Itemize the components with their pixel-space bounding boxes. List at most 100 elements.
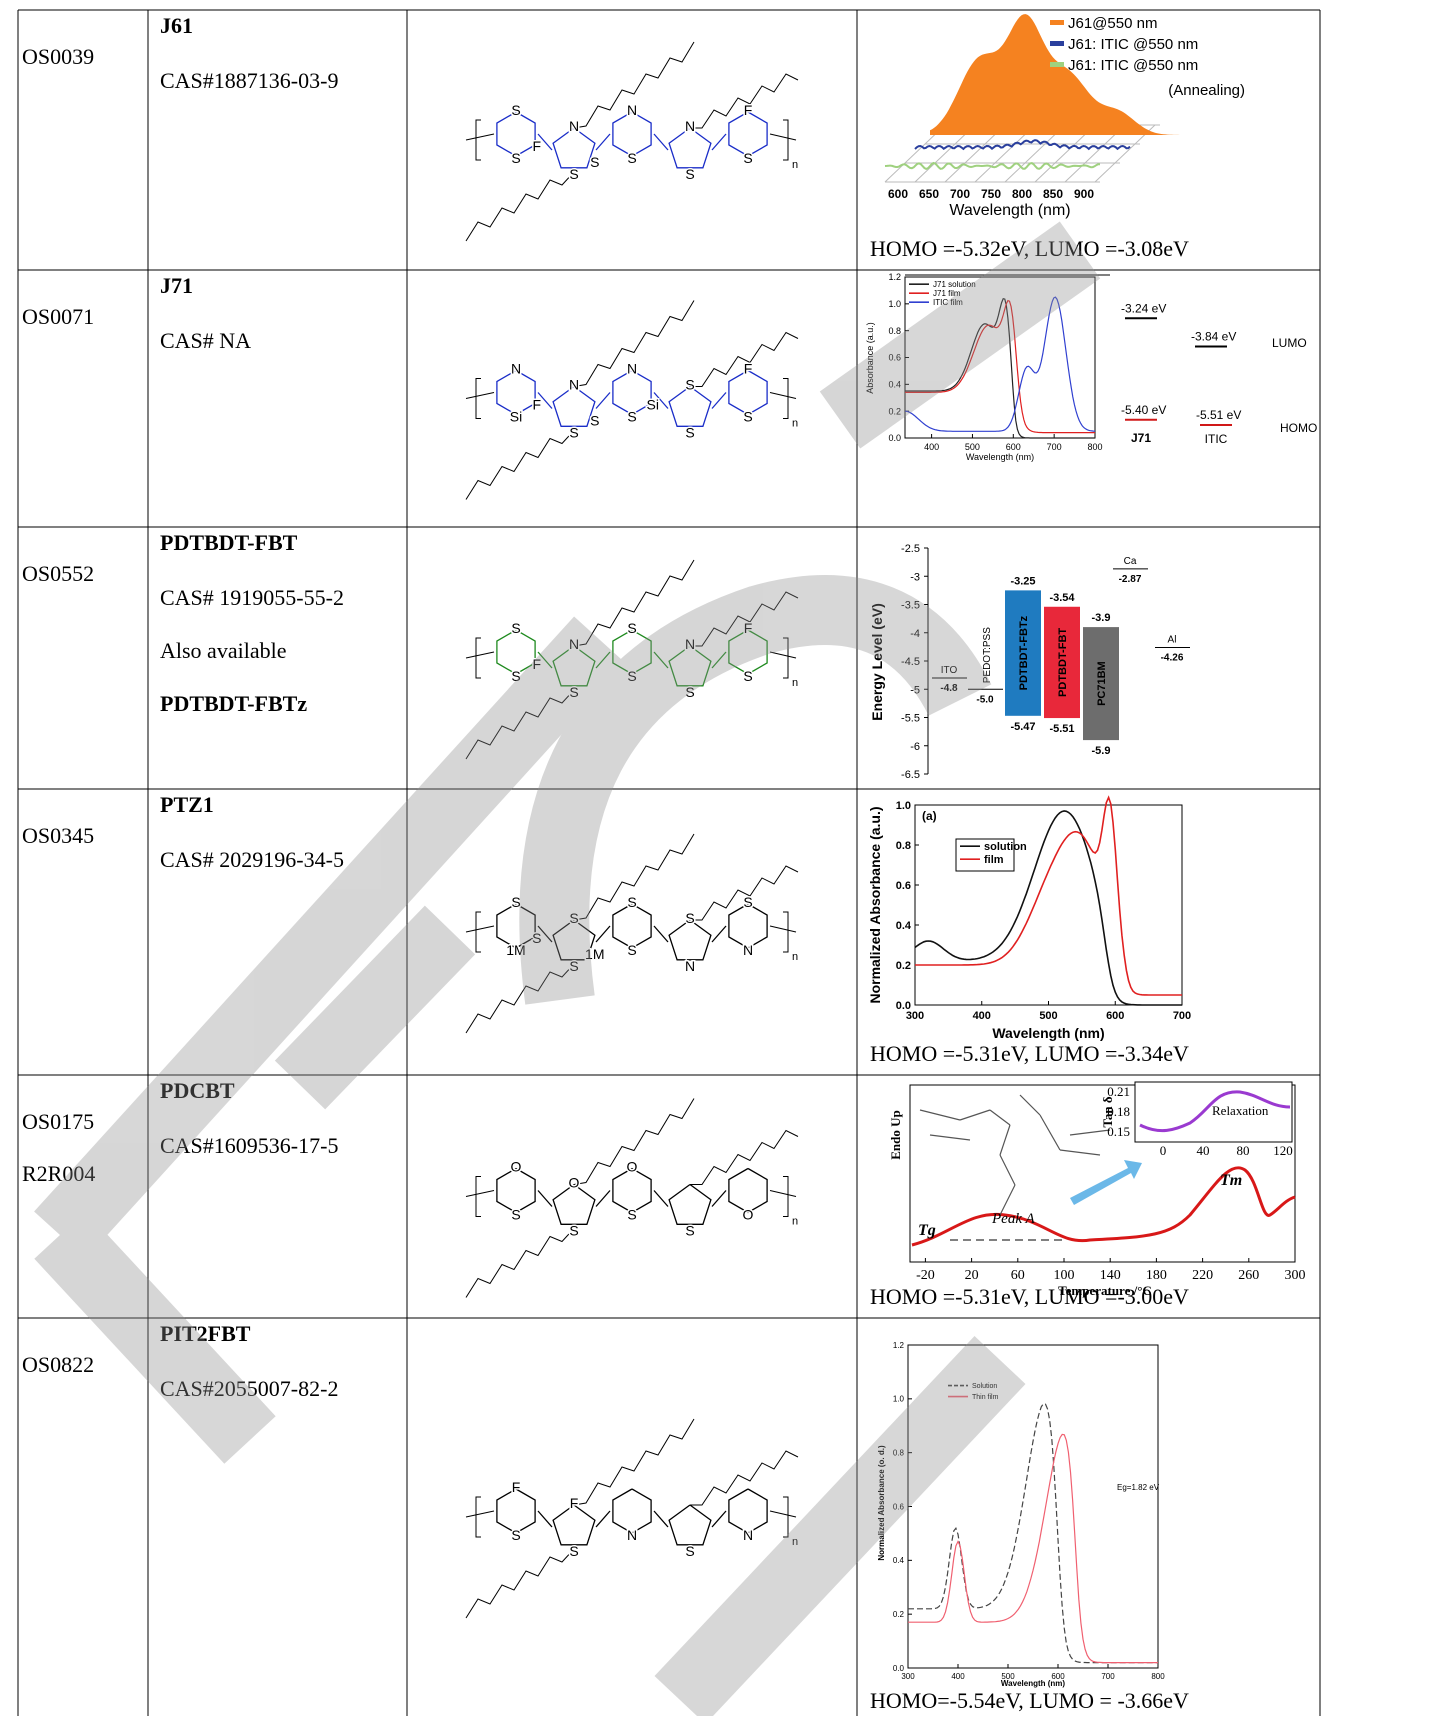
atom-label: N (685, 958, 695, 974)
product-detail: Also available (160, 638, 286, 663)
y-tick-label: -6 (910, 741, 920, 753)
atom-label: S (569, 1543, 578, 1559)
atom-label: O (627, 1159, 638, 1175)
x-tick-label: 900 (1074, 187, 1094, 201)
y-tick-label: 0.2 (896, 960, 911, 972)
x-tick-label: 100 (1054, 1268, 1075, 1283)
y-tick-label: -5.5 (901, 713, 920, 725)
atom-label: F (533, 138, 542, 154)
product-id: OS0552 (22, 561, 94, 586)
energy-label: -5.47 (1010, 721, 1035, 733)
atom-label: S (569, 166, 578, 182)
atom-label: N (569, 377, 579, 393)
atom-label: N (743, 1527, 753, 1543)
atom-label: S (685, 1223, 694, 1239)
atom-label: S (627, 620, 636, 636)
x-tick-label: 400 (924, 442, 939, 452)
x-axis-title: Wavelength (nm) (992, 1025, 1104, 1041)
document: OS0039J61CAS#1887136-03-9SSSSSSNNNFFSnJ6… (0, 0, 1442, 1716)
x-tick-label: 20 (965, 1268, 979, 1283)
level-name: Ca (1124, 556, 1137, 567)
atom-label: O (569, 1175, 580, 1191)
atom-label: S (627, 894, 636, 910)
y-tick-label: 0.4 (893, 1556, 905, 1565)
y-axis-title: Tan δ (1100, 1096, 1115, 1127)
x-tick-label: 500 (965, 442, 980, 452)
product-id: OS0039 (22, 44, 94, 69)
x-tick-label: 140 (1100, 1268, 1121, 1283)
atom-label: Si (647, 397, 659, 413)
atom-label: S (685, 425, 694, 441)
x-tick-label: 700 (1047, 442, 1062, 452)
x-axis-title: Wavelength (nm) (1001, 1679, 1065, 1688)
energy-label: -3.84 eV (1191, 329, 1236, 343)
atom-label: S (685, 166, 694, 182)
atom-label: S (511, 1207, 520, 1223)
y-tick-label: 1.2 (893, 1341, 905, 1350)
product-id: OS0822 (22, 1352, 94, 1377)
atom-label: n (792, 418, 798, 430)
atom-label: S (569, 1223, 578, 1239)
legend-label: J61: ITIC @550 nm (1068, 36, 1198, 53)
energy-label: -5.0 (976, 694, 994, 705)
product-name: J71 (160, 273, 193, 298)
x-tick-label: 300 (901, 1672, 915, 1681)
x-tick-label: 500 (1039, 1010, 1057, 1022)
material-label: J71 (1131, 431, 1151, 445)
atom-label: S (590, 154, 599, 170)
legend-swatch (1050, 20, 1064, 25)
legend-swatch (1050, 41, 1064, 46)
product-detail: CAS# 2029196-34-5 (160, 847, 344, 872)
atom-label: S (685, 910, 694, 926)
atom-label: Si (510, 409, 522, 425)
bar-label: PC71BM (1096, 661, 1108, 706)
atom-label: S (569, 425, 578, 441)
energy-label: -3.24 eV (1121, 301, 1166, 315)
x-tick-label: 600 (1006, 442, 1021, 452)
atom-label: S (511, 620, 520, 636)
atom-label: S (685, 377, 694, 393)
y-tick-label: 0.4 (896, 920, 912, 932)
energy-levels: HOMO=-5.54eV, LUMO = -3.66eV (870, 1688, 1189, 1713)
product-name: PDTBDT-FBT (160, 530, 298, 555)
atom-label: N (627, 1527, 637, 1543)
legend-label: J61: ITIC @550 nm (1068, 57, 1198, 74)
atom-label: O (511, 1159, 522, 1175)
product-link: PDTBDT-FBTz (160, 691, 307, 716)
x-axis-title: Wavelength (nm) (949, 202, 1070, 219)
y-tick-label: 1.0 (896, 800, 911, 812)
material-label: ITIC (1205, 432, 1228, 446)
x-tick-label: 40 (1197, 1143, 1210, 1158)
energy-label: -5.51 eV (1196, 408, 1241, 422)
orbital-label: HOMO (1280, 421, 1317, 435)
atom-label: F (744, 102, 753, 118)
atom-label: S (627, 150, 636, 166)
atom-label: S (627, 1207, 636, 1223)
orbital-label: LUMO (1272, 336, 1307, 350)
y-tick-label: 0.0 (888, 433, 901, 443)
curve-note: Tm (1220, 1172, 1242, 1189)
energy-label: -2.87 (1119, 574, 1142, 585)
atom-label: N (511, 361, 521, 377)
y-tick-label: 0.0 (893, 1664, 905, 1673)
atom-label: S (627, 409, 636, 425)
legend-label: film (984, 854, 1004, 866)
y-axis-title: Normalized Absorbance (a.u.) (867, 806, 883, 1003)
atom-label: S (685, 1543, 694, 1559)
atom-label: N (627, 361, 637, 377)
atom-label: n (792, 677, 798, 689)
bar-label: PDTBDT-FBT (1057, 628, 1069, 697)
x-tick-label: 750 (981, 187, 1001, 201)
x-tick-label: 260 (1238, 1268, 1259, 1283)
y-tick-label: 1.0 (888, 299, 901, 309)
atom-label: N (743, 942, 753, 958)
x-tick-label: 800 (1151, 1672, 1165, 1681)
x-tick-label: -20 (916, 1268, 935, 1283)
energy-label: -5.51 (1049, 723, 1074, 735)
atom-label: S (627, 942, 636, 958)
x-tick-label: 800 (1087, 442, 1102, 452)
product-name: PTZ1 (160, 792, 214, 817)
x-tick-label: 180 (1146, 1268, 1167, 1283)
energy-label: -4.26 (1161, 652, 1184, 663)
atom-label: S (743, 668, 752, 684)
